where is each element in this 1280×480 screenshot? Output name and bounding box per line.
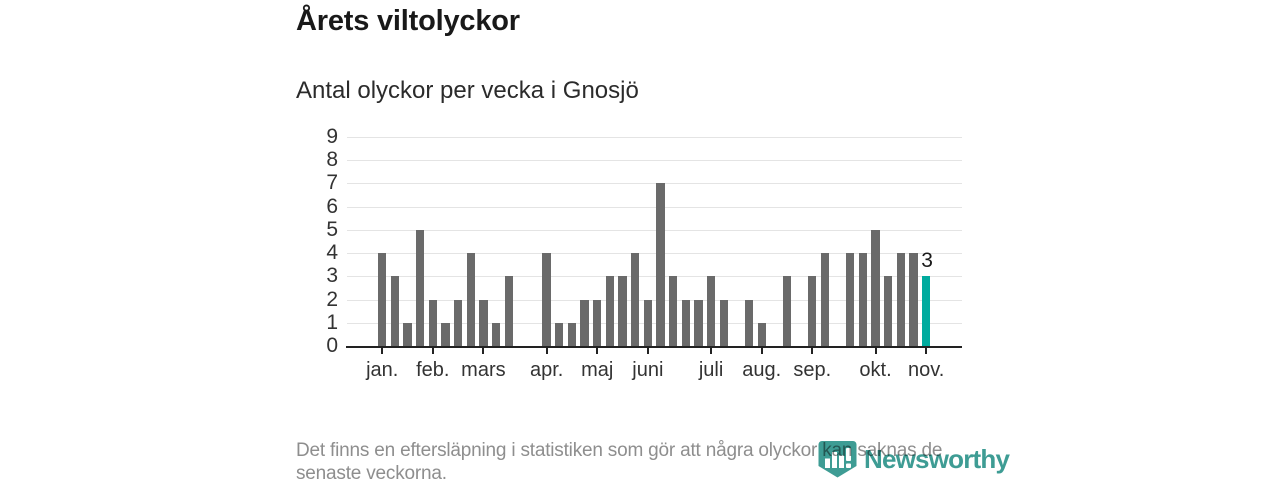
bar-week-2 [390, 276, 400, 346]
bar-week-39 [858, 253, 868, 346]
bar-week-42 [896, 253, 906, 346]
bar-week-3 [403, 322, 412, 346]
bar-week-24 [668, 276, 678, 346]
x-axis-tick-nov [925, 348, 928, 354]
bar-week-30 [744, 299, 754, 346]
x-axis-label-feb: feb. [416, 359, 450, 381]
bar-week-36 [820, 253, 830, 346]
bar-week-11 [504, 276, 513, 346]
gridline-1 [347, 322, 962, 324]
bar-week-17 [580, 299, 589, 346]
newsworthy-logo: Newsworthy [817, 440, 1010, 478]
bar-week-4 [415, 229, 425, 346]
bar-week-19 [605, 276, 615, 346]
bar-week-6 [441, 322, 450, 346]
bar-week-35 [808, 276, 817, 346]
gridline-4 [347, 253, 962, 255]
x-axis-label-nov: nov. [907, 359, 945, 381]
newsworthy-banner-chart-icon [818, 441, 857, 478]
bar-week-8 [466, 253, 475, 346]
bar-week-26 [694, 299, 703, 346]
bar-week-16 [567, 322, 577, 346]
bar-week-5 [428, 299, 437, 346]
bar-week-22 [643, 299, 653, 346]
x-axis-label-apr: apr. [529, 359, 564, 381]
x-axis-tick-juni [646, 348, 649, 354]
x-axis-tick-mars [482, 348, 485, 354]
y-axis-label-1: 1 [326, 310, 338, 334]
latest-week-value-label: 3 [921, 249, 933, 273]
x-axis-label-juni: juni [632, 359, 664, 381]
gridline-8 [347, 160, 962, 162]
page-title: Årets viltolyckor [296, 5, 520, 37]
x-axis-tick-apr [545, 348, 548, 354]
x-axis-label-mars: mars [461, 359, 506, 381]
gridline-5 [347, 229, 962, 231]
x-axis-label-maj: maj [581, 359, 614, 381]
x-axis-label-jan: jan. [366, 359, 399, 381]
bar-week-28 [719, 299, 728, 346]
x-axis-label-juli: juli [698, 359, 724, 381]
y-axis-label-3: 3 [326, 264, 338, 288]
gridline-3 [347, 276, 962, 278]
bar-week-23 [656, 183, 665, 346]
bar-week-20 [618, 276, 627, 346]
y-axis-label-6: 6 [326, 194, 338, 218]
bar-week-18 [593, 299, 602, 346]
footnote-line-2: senaste veckorna. [296, 463, 447, 480]
y-axis-label-9: 9 [326, 125, 338, 148]
bar-week-7 [453, 299, 463, 346]
bar-week-27 [706, 276, 716, 346]
y-axis-label-5: 5 [326, 217, 338, 241]
gridline-9 [347, 137, 962, 138]
bar-week-43 [909, 253, 918, 346]
chart-subtitle: Antal olyckor per vecka i Gnosjö [296, 77, 639, 104]
x-axis-tick-okt [874, 348, 877, 354]
bar-week-44-highlight [921, 276, 931, 346]
bar-week-15 [555, 322, 564, 346]
bar-week-25 [681, 299, 690, 346]
x-axis-label-okt: okt. [859, 359, 892, 381]
bar-week-41 [884, 276, 893, 346]
newsworthy-wordmark: Newsworthy [864, 443, 1010, 474]
y-axis-label-0: 0 [326, 334, 338, 357]
x-axis-tick-aug [760, 348, 763, 354]
x-axis-tick-sep [811, 348, 814, 354]
bar-week-10 [491, 322, 501, 346]
chart-footnote: Det finns en eftersläpning i statistiken… [296, 439, 942, 480]
gridline-2 [347, 299, 962, 301]
y-axis-label-7: 7 [326, 171, 338, 195]
y-axis-label-2: 2 [326, 287, 338, 311]
x-axis-tick-maj [596, 348, 599, 354]
x-axis-tick-jan [381, 348, 384, 354]
bar-week-31 [757, 322, 766, 346]
x-axis-tick-juli [710, 348, 713, 354]
footnote-line-1: Det finns en eftersläpning i statistiken… [296, 440, 943, 461]
x-axis-label-sep: sep. [793, 359, 832, 381]
x-axis-line [346, 346, 962, 348]
bar-week-40 [871, 229, 880, 346]
x-axis-label-aug: aug. [742, 359, 782, 381]
y-axis-label-4: 4 [326, 241, 338, 265]
bar-week-14 [542, 253, 551, 346]
x-axis-tick-feb [431, 348, 434, 354]
gridline-6 [347, 206, 962, 208]
bar-week-9 [479, 299, 488, 346]
y-axis-label-8: 8 [326, 148, 338, 172]
bar-week-21 [631, 253, 640, 346]
bar-week-38 [846, 253, 855, 346]
gridline-7 [347, 183, 962, 185]
bar-week-1 [378, 253, 387, 346]
bar-week-33 [782, 276, 792, 346]
